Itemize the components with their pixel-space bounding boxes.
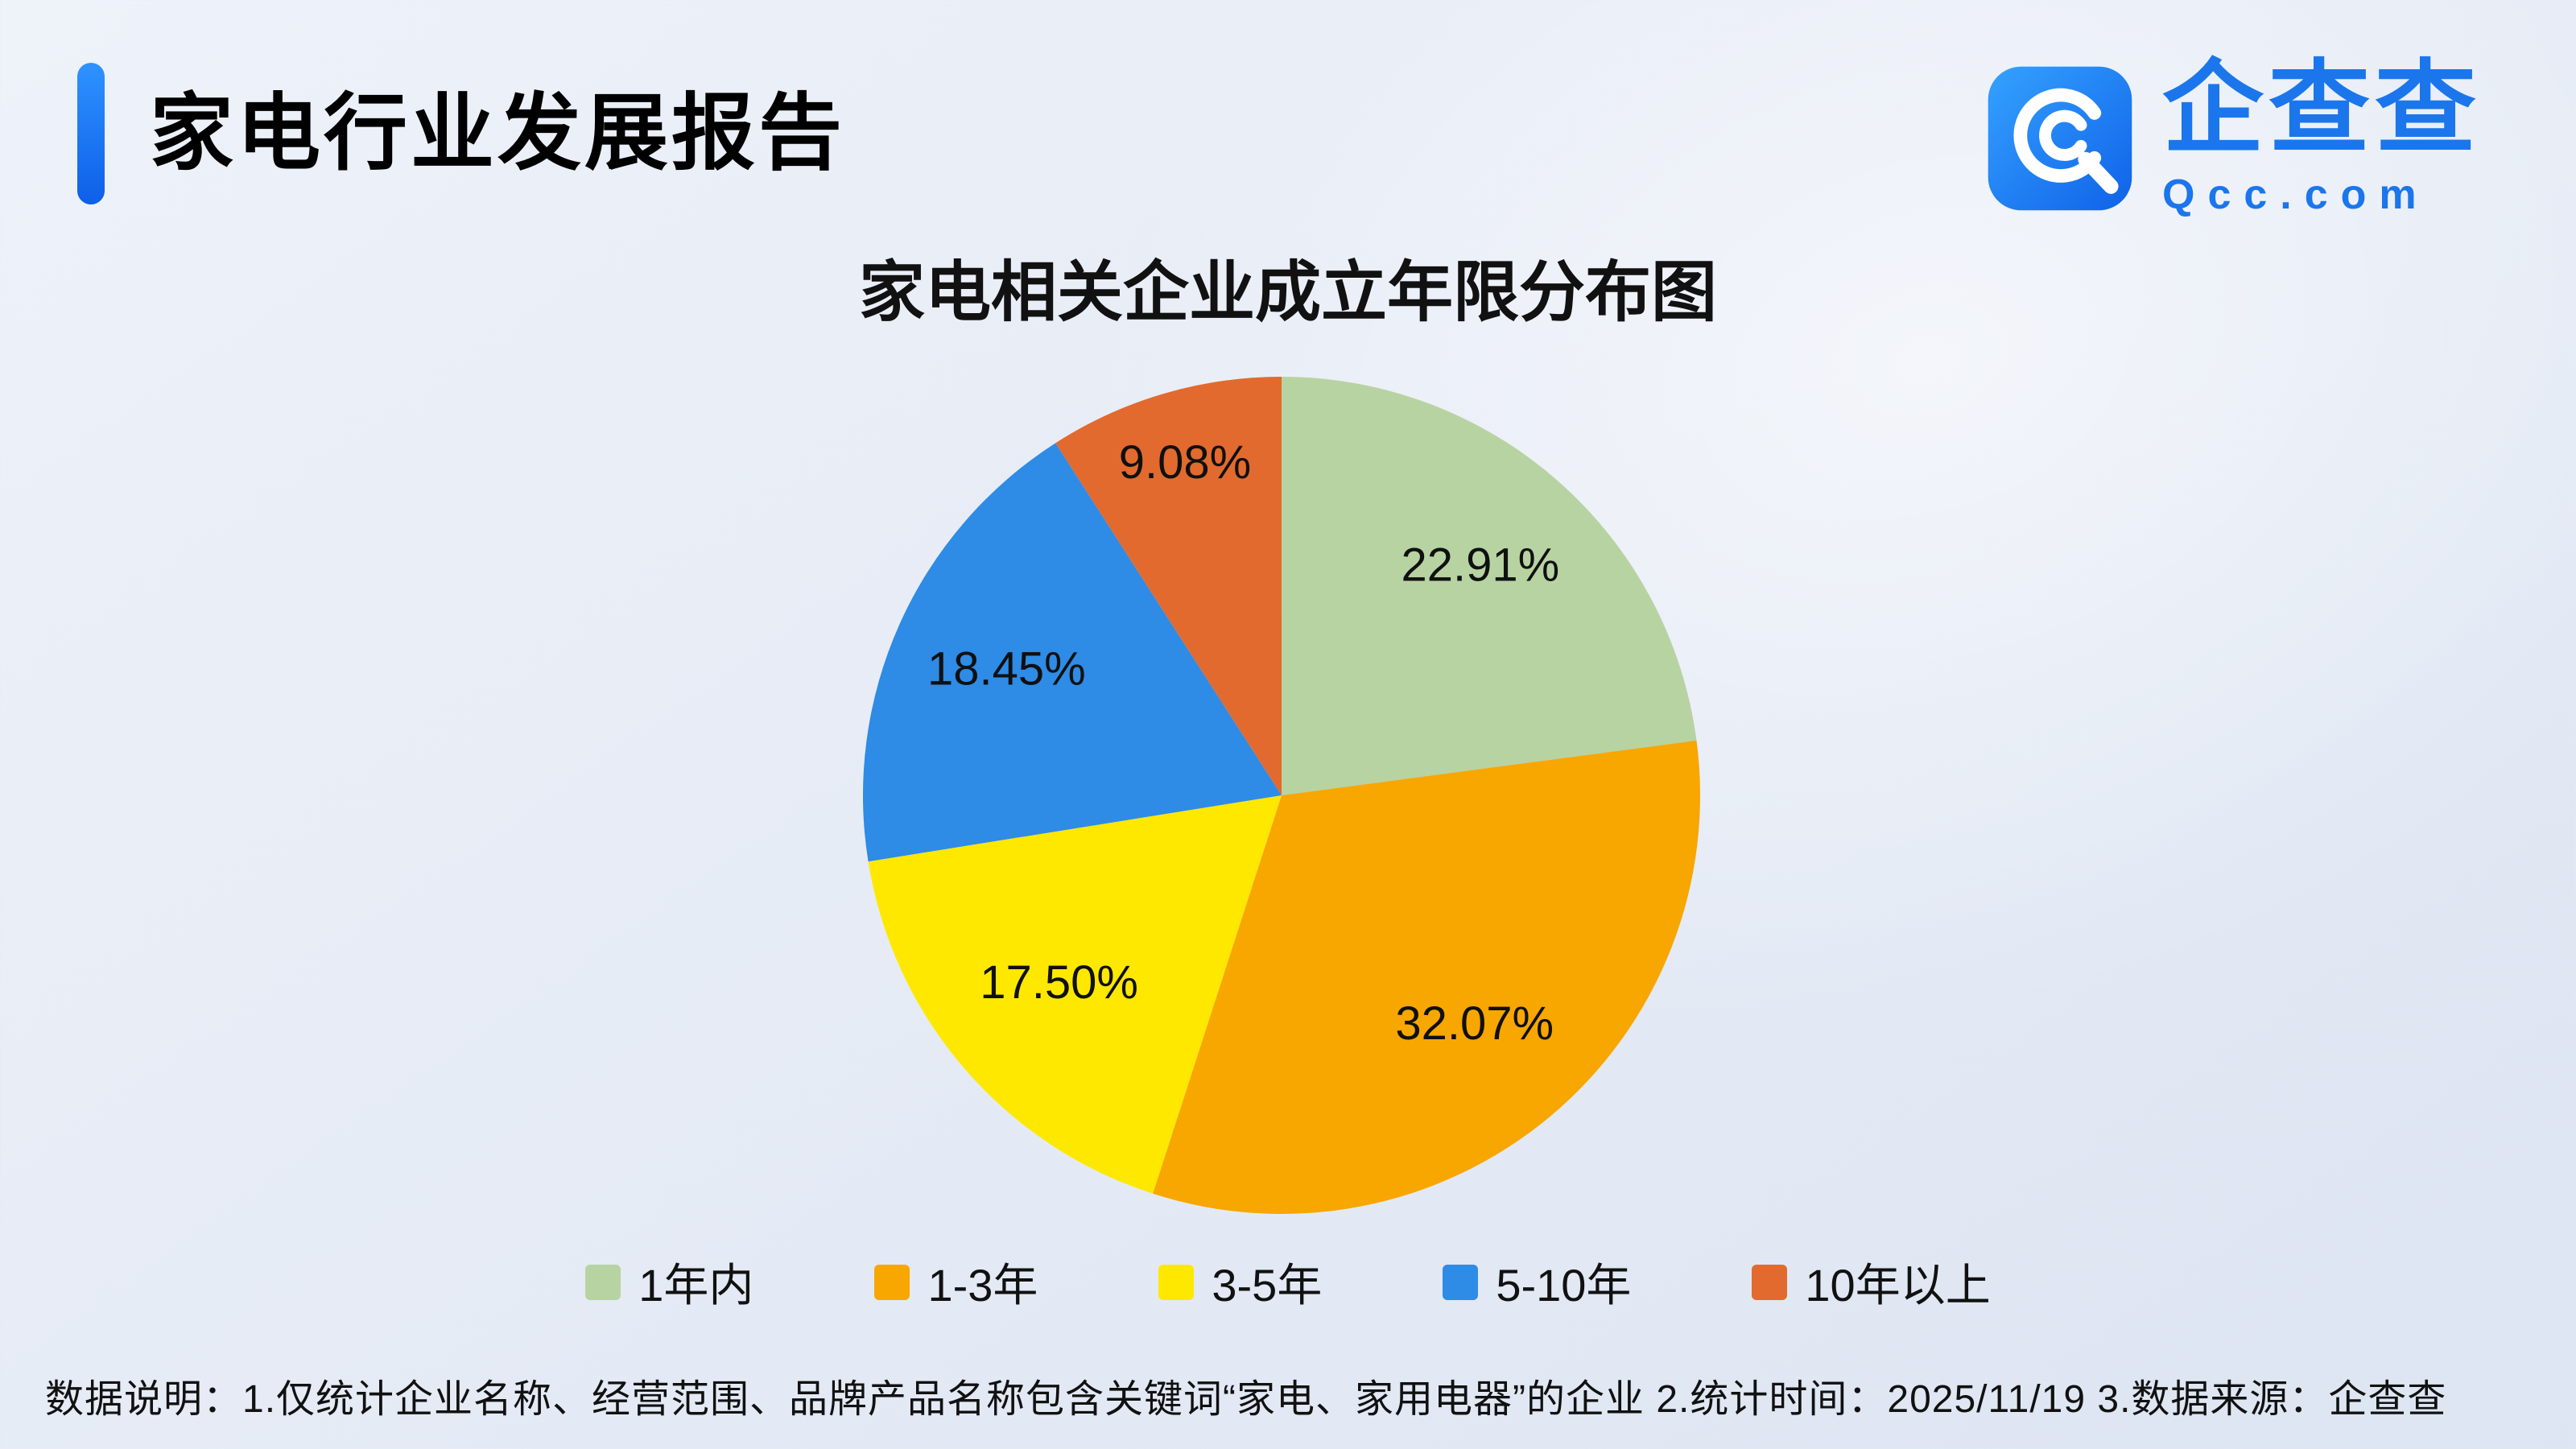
legend-item-5: 10年以上 [1752,1249,1991,1315]
legend-label: 1-3年 [927,1260,1038,1311]
legend-swatch [585,1264,621,1300]
legend-item-3: 3-5年 [1158,1249,1322,1315]
pie-label-2: 32.07% [1395,997,1554,1050]
pie-label-5: 9.08% [1119,436,1251,489]
legend-item-2: 1-3年 [874,1249,1038,1315]
pie-slice-4 [862,443,1282,862]
legend-label: 1年内 [638,1260,754,1311]
brand-name: 企查查 [2162,52,2481,165]
footer-note: 数据说明：1.仅统计企业名称、经营范围、品牌产品名称包含关键词“家电、家用电器”… [45,1378,2447,1421]
pie-label-1: 22.91% [1401,539,1559,592]
report-header: 家电行业发展报告 [77,63,845,204]
pie-slice-5 [1055,377,1282,795]
pie-label-3: 17.50% [980,956,1138,1009]
legend-swatch [874,1264,910,1300]
pie-chart: 22.91% 32.07% 17.50% 18.45% 9.08% [862,377,1700,1215]
pie-slice-1 [1282,377,1697,795]
legend-swatch [1158,1264,1195,1300]
legend-item-1: 1年内 [585,1249,753,1315]
legend-label: 3-5年 [1212,1260,1323,1311]
legend-item-4: 5-10年 [1443,1249,1631,1315]
legend-swatch [1752,1264,1788,1300]
chart-title: 家电相关企业成立年限分布图 [858,256,1717,329]
brand-text: 企查查 Qcc.com [2162,58,2481,219]
pie-label-4: 18.45% [927,642,1086,695]
pie-slice-3 [868,795,1282,1194]
legend-label: 10年以上 [1805,1260,1991,1311]
brand-domain: Qcc.com [2162,171,2429,218]
qcc-logo: 企查查 Qcc.com [1985,58,2481,219]
accent-bar [77,63,105,204]
legend-swatch [1443,1264,1479,1300]
pie-slice-2 [1153,740,1700,1215]
qcc-logo-icon [1988,66,2132,211]
page-title: 家电行业发展报告 [150,87,846,180]
chart-legend: 1年内 1-3年 3-5年 5-10年 10年以上 [0,1249,2576,1315]
legend-label: 5-10年 [1496,1260,1632,1311]
